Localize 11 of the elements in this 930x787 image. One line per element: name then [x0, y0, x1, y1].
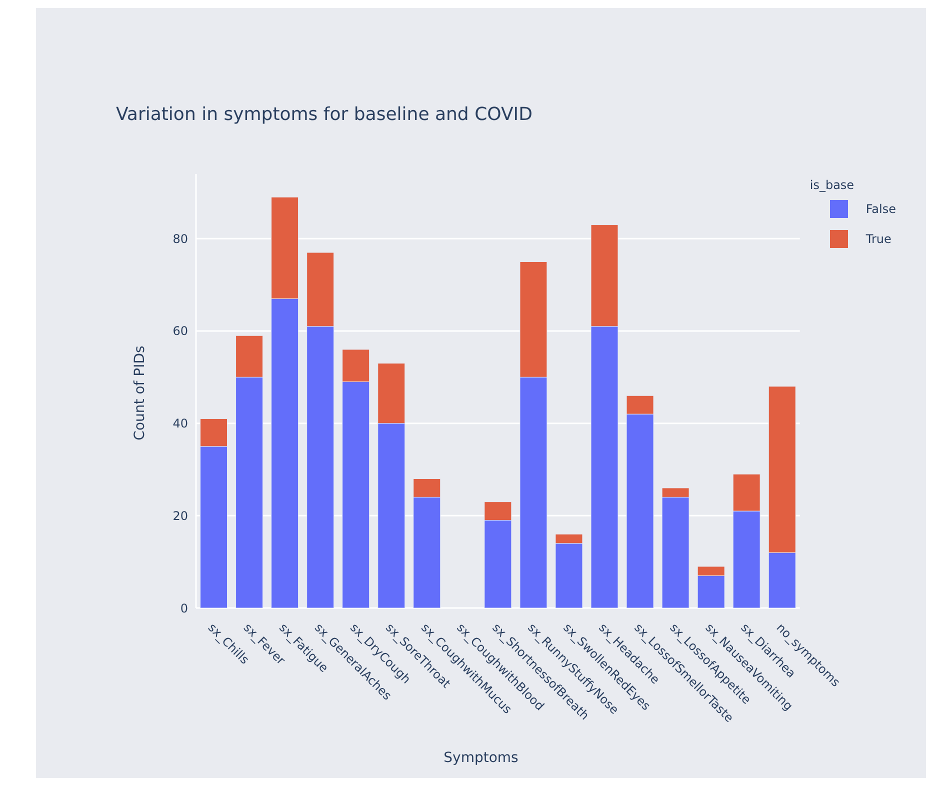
legend-title: is_base — [810, 178, 856, 192]
y-axis-title: Count of PIDs — [132, 346, 148, 440]
y-tick-label: 40 — [172, 416, 188, 431]
y-tick-label: 20 — [172, 508, 188, 523]
y-tick-label: 0 — [180, 601, 188, 616]
y-tick-label: 80 — [172, 232, 188, 246]
x-axis-title: Symptoms — [442, 750, 520, 766]
legend-label: True — [866, 232, 892, 246]
y-tick-label: 60 — [172, 324, 188, 338]
legend-label: False — [866, 202, 896, 216]
chart-title: Variation in symptoms for baseline and COVID — [116, 104, 532, 125]
